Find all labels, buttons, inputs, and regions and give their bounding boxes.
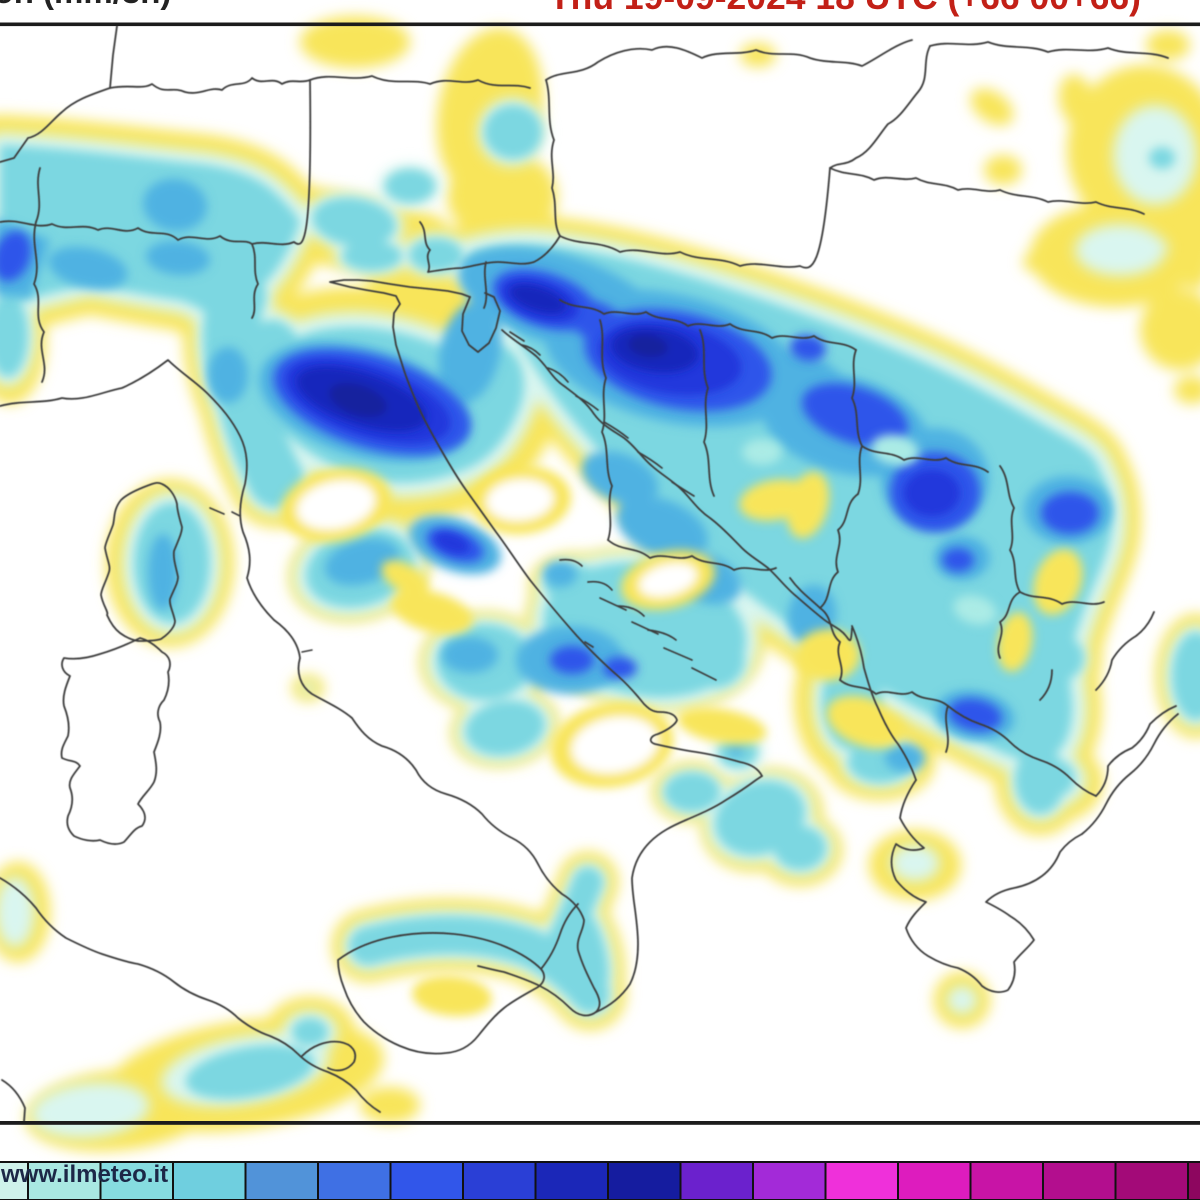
svg-text:Thu 19-09-2024 18 UTC (+66 00+: Thu 19-09-2024 18 UTC (+66 00+66) (549, 0, 1141, 17)
svg-text:Precipitation (mm/3h): Precipitation (mm/3h) (0, 0, 171, 10)
svg-text:www.ilmeteo.it: www.ilmeteo.it (0, 1161, 168, 1188)
